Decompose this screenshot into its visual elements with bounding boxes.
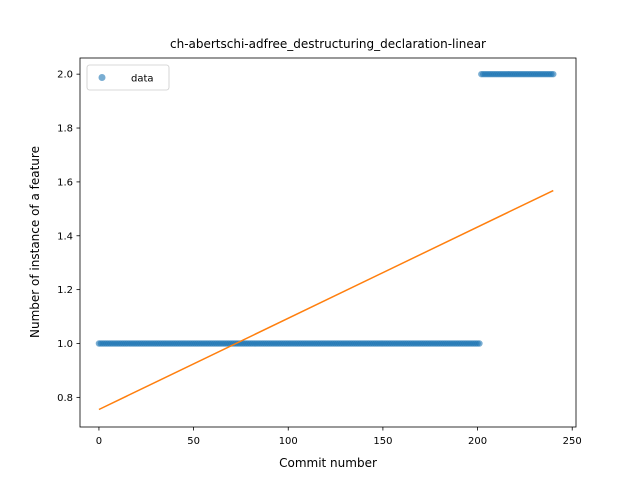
y-tick-label: 2.0 [57, 70, 73, 81]
x-tick-label: 0 [96, 436, 102, 447]
axes-frame [79, 57, 577, 428]
data-point [550, 70, 557, 78]
data-point [476, 340, 483, 347]
x-axis-label: Commit number [279, 456, 377, 470]
legend-label: data [131, 74, 154, 85]
axes: 0 50 100 150 200 250 0.8 1.0 1.2 1.4 1.6 1.8 2.0 [57, 57, 582, 447]
plot-area [95, 70, 557, 411]
chart-title: ch-abertschi-adfree_destructuring_declar… [170, 37, 486, 51]
x-tick-label: 100 [279, 436, 298, 447]
y-axis-label: Number of instance of a feature [28, 146, 42, 338]
x-tick-label: 150 [373, 436, 392, 447]
y-tick-label: 1.4 [57, 231, 73, 242]
legend-marker [98, 74, 106, 81]
y-tick-label: 1.0 [57, 339, 73, 350]
y-tick-label: 1.2 [57, 285, 73, 296]
y-tick-label: 0.8 [57, 393, 73, 404]
y-tick-label: 1.6 [57, 177, 73, 188]
legend-box [86, 64, 170, 91]
legend: data [86, 64, 170, 91]
x-tick-label: 250 [563, 436, 582, 447]
x-tick-label: 200 [468, 436, 487, 447]
fit-line [98, 189, 554, 411]
y-tick-label: 1.8 [57, 124, 73, 135]
x-tick-label: 50 [187, 436, 200, 447]
